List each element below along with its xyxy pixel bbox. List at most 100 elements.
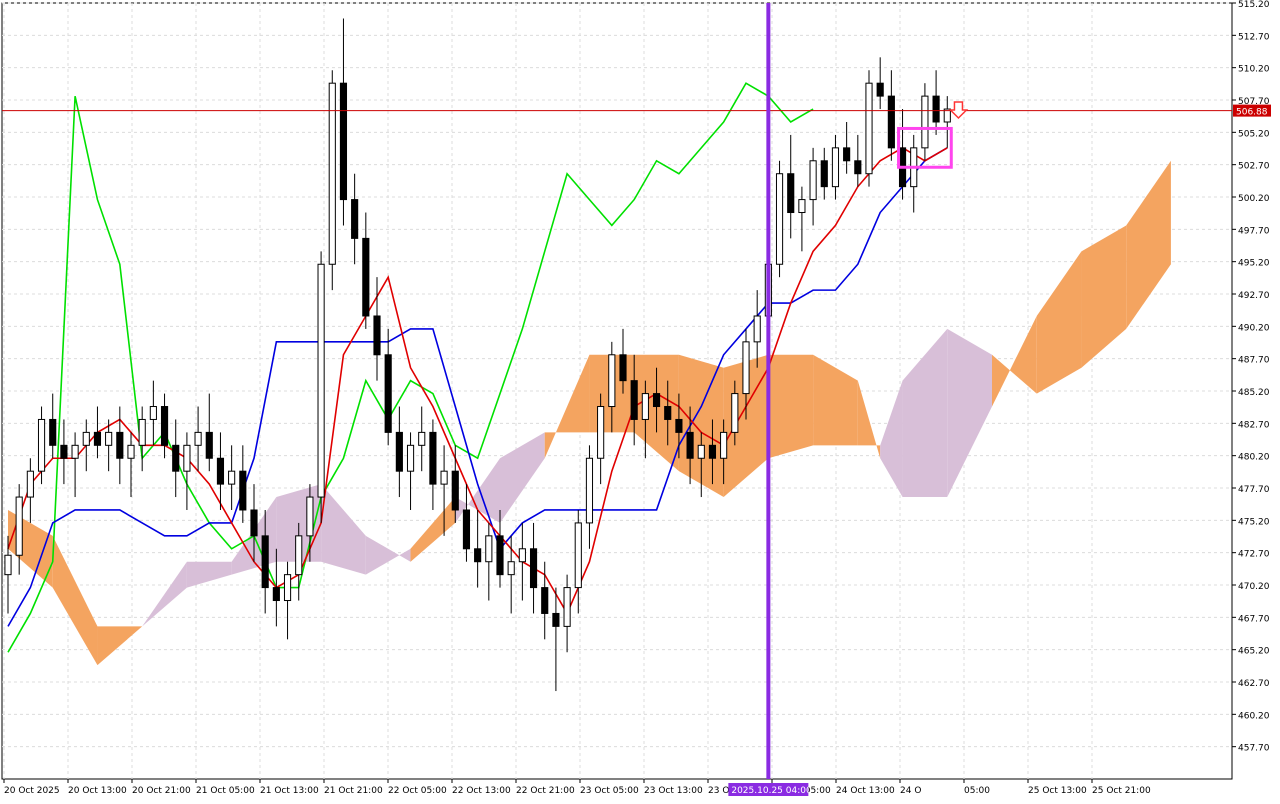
candle: [630, 354, 638, 446]
candle-body: [529, 548, 538, 589]
candle-body: [921, 95, 929, 149]
candle: [753, 290, 761, 368]
candle: [697, 432, 705, 498]
candle: [339, 18, 348, 226]
candle: [820, 147, 828, 200]
candle-body: [708, 444, 717, 459]
candle-body: [865, 82, 873, 175]
candle: [250, 484, 258, 562]
candle: [552, 587, 560, 692]
candle: [574, 509, 582, 614]
candle: [26, 458, 34, 523]
kumo-segment: [947, 328, 992, 498]
price-tick-label: 462.70: [1238, 679, 1270, 689]
kumo-segment: [500, 432, 545, 523]
price-tick-label: 505.20: [1238, 129, 1270, 139]
candle-body: [585, 457, 594, 524]
candle-body: [37, 418, 46, 472]
candle: [563, 574, 571, 653]
price-tick-label: 460.20: [1238, 711, 1270, 721]
candle-body: [462, 509, 471, 550]
current-price-tag: [1233, 104, 1271, 117]
candle: [619, 328, 627, 394]
candle-body: [283, 574, 292, 602]
price-tick-label: 485.20: [1238, 388, 1270, 398]
kumo-segment: [813, 354, 858, 446]
price-tick-label: 487.70: [1238, 356, 1270, 366]
candle-body: [149, 406, 157, 420]
candle: [328, 70, 336, 291]
candle: [865, 70, 873, 187]
candle: [272, 548, 280, 627]
price-tick-label: 467.70: [1238, 614, 1270, 624]
candle: [172, 419, 180, 498]
candle-body: [339, 82, 348, 201]
candle: [664, 380, 672, 446]
candle: [160, 393, 169, 459]
candle: [60, 419, 68, 485]
candle: [205, 393, 213, 472]
candle-body: [250, 509, 258, 537]
candle: [71, 432, 79, 498]
candle-body: [239, 470, 247, 511]
candle-body: [552, 612, 560, 627]
candle-body: [742, 341, 750, 395]
overlays: [2, 3, 1232, 779]
candle-body: [26, 470, 34, 498]
current-price-label: 506.88: [1236, 108, 1268, 118]
candle-body: [652, 393, 661, 408]
candle-body: [216, 457, 225, 485]
candle-body: [160, 406, 169, 446]
candle: [362, 212, 370, 329]
candle-body: [317, 263, 325, 498]
time-tick-label: 21 Oct 21:00: [324, 786, 383, 796]
candle-body: [172, 444, 180, 472]
kumo-segment: [97, 626, 143, 666]
candle: [351, 173, 359, 265]
candle: [127, 432, 135, 498]
candle: [798, 186, 806, 252]
candle-body: [406, 444, 415, 472]
candle: [451, 445, 459, 523]
kumo-segment: [857, 380, 881, 459]
candle: [496, 509, 504, 588]
time-tick-label: 23 Oct 13:00: [644, 786, 703, 796]
candle: [608, 341, 616, 433]
candle: [943, 96, 951, 148]
candle-body: [82, 431, 90, 446]
candle: [652, 367, 661, 433]
candle-body: [228, 470, 236, 485]
kumo-segment: [880, 380, 903, 498]
candle: [283, 561, 292, 640]
candle-body: [641, 393, 649, 420]
price-tick-label: 482.70: [1238, 420, 1270, 430]
candle-body: [183, 444, 191, 472]
time-cursor-tag: [728, 783, 809, 796]
candle: [529, 522, 538, 614]
price-tick-label: 515.20: [1238, 0, 1270, 10]
candle: [261, 509, 269, 614]
candle-body: [496, 535, 504, 576]
price-tick-label: 490.20: [1238, 323, 1270, 333]
candle-body: [887, 95, 895, 149]
candle: [932, 70, 940, 135]
candle-body: [295, 535, 303, 576]
candle: [518, 522, 526, 601]
price-tick-label: 457.70: [1238, 744, 1270, 754]
time-tick-label: 20 Oct 13:00: [68, 786, 127, 796]
candle-body: [373, 315, 381, 356]
candle: [854, 134, 862, 187]
candle-body: [843, 147, 851, 162]
time-tick-label: 20 Oct 21:00: [132, 786, 191, 796]
candle: [82, 419, 90, 472]
price-tick-label: 475.20: [1238, 517, 1270, 527]
kumo-segment: [1126, 160, 1171, 329]
kumo-segment: [1036, 251, 1082, 394]
time-tick-label: 24 O: [900, 786, 921, 796]
candle: [15, 484, 23, 575]
candle-body: [932, 95, 940, 123]
candle-body: [608, 354, 616, 408]
candle-body: [753, 315, 761, 343]
candle-body: [775, 173, 784, 265]
